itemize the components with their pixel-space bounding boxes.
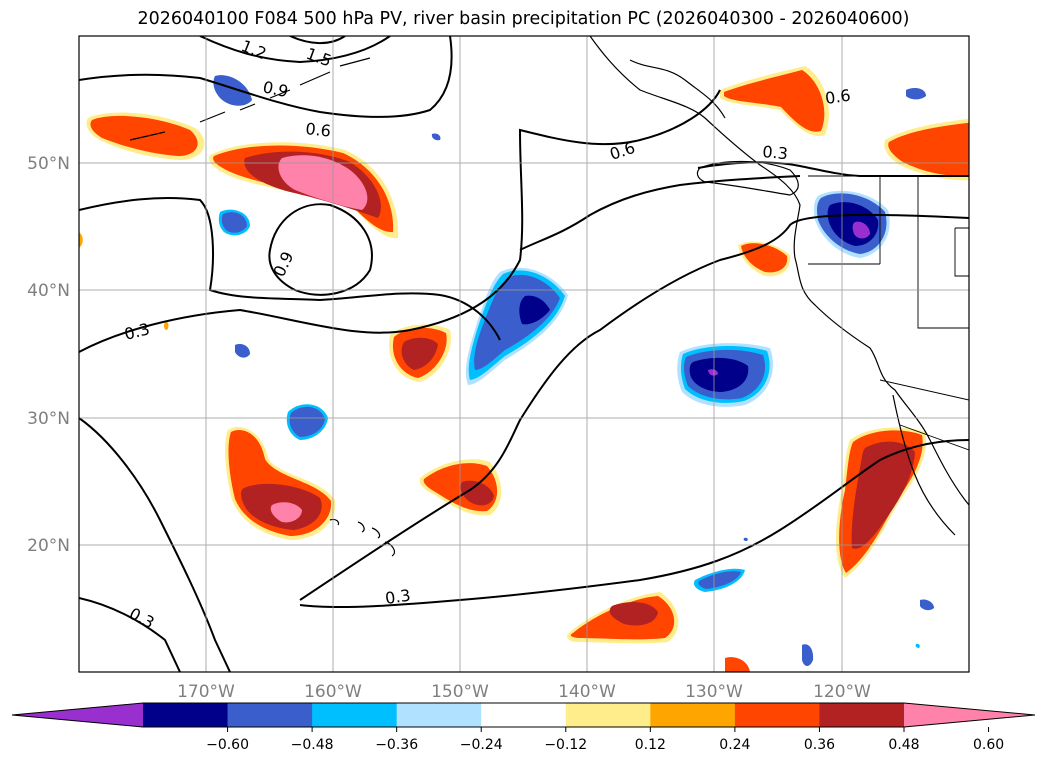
colorbar-segment — [650, 703, 736, 727]
positive-anomaly-small-spots — [79, 232, 750, 672]
pv-contour-0.3-southeast — [299, 439, 969, 609]
lon-label-160w: 160°W — [304, 682, 362, 702]
positive-anomaly-mid-pacific-small — [389, 324, 451, 382]
colorbar-segment — [227, 703, 313, 727]
negative-anomaly-central-pacific — [465, 267, 568, 385]
longitude-labels: 170°W 160°W 150°W 140°W 130°W 120°W — [177, 682, 871, 702]
colorbar-segment — [481, 703, 567, 727]
colorbar-outline — [11, 702, 1036, 728]
pv-contour-1.5 — [289, 36, 346, 45]
colorbar-extend-min — [12, 703, 143, 727]
colorbar-segment — [734, 703, 820, 727]
colorbar-segment — [143, 703, 229, 727]
colorbar-tick-label: −0.24 — [460, 737, 503, 753]
pv-contour-1.2 — [199, 36, 391, 64]
colorbar-tick-label: −0.60 — [206, 737, 249, 753]
negative-anomaly-east-pacific — [677, 343, 773, 407]
colorbar-tick-label: 0.48 — [888, 737, 919, 753]
colorbar-tick-label: −0.12 — [544, 737, 587, 753]
alaska-coast — [629, 59, 726, 119]
lat-label-40n: 40°N — [27, 281, 70, 301]
figure-title: 2026040100 F084 500 hPa PV, river basin … — [137, 9, 910, 29]
positive-anomaly-subtropical-west — [225, 427, 336, 540]
lon-label-130w: 130°W — [685, 682, 743, 702]
pv-label: 0.3 — [762, 142, 789, 163]
lat-label-30n: 30°N — [27, 409, 70, 429]
map-frame — [78, 35, 970, 673]
positive-anomaly-south-central — [567, 592, 679, 644]
pv-label: 0.6 — [824, 86, 852, 108]
colorbar-tick-label: −0.36 — [375, 737, 418, 753]
pv-contour-0.3-south — [299, 213, 969, 601]
pv-label: 0.6 — [305, 119, 332, 141]
colorbar-segment — [565, 703, 651, 727]
lat-label-20n: 20°N — [27, 536, 70, 556]
colorbar-tick-label: 0.36 — [804, 737, 835, 753]
precip-shading — [79, 66, 969, 672]
colorbar-extend-max — [904, 703, 1035, 727]
colorbar-tick-label: −0.48 — [291, 737, 334, 753]
pv-contours — [79, 36, 969, 672]
colorbar-tick-label: 0.24 — [719, 737, 750, 753]
colorbar-segment — [819, 703, 905, 727]
colorbar: −0.60 −0.48 −0.36 −0.24 −0.12 0.12 0.24 0.36 0.4… — [11, 702, 1036, 753]
negative-anomaly-north-west — [213, 75, 441, 358]
hawaiian-islands — [329, 518, 396, 557]
pv-labels: 0.9 0.6 1.2 1.5 0.6 0.6 0.3 0.9 0.3 0.3 … — [122, 36, 851, 632]
colorbar-segment — [396, 703, 482, 727]
lat-label-50n: 50°N — [27, 154, 70, 174]
pv-contour-0.9-north — [79, 36, 453, 118]
colorbar-tick-label: 0.60 — [973, 737, 1004, 753]
pv-label: 0.9 — [261, 77, 290, 101]
pv-contour-0.3-southwest — [79, 417, 231, 672]
aleutian-islands — [129, 57, 371, 141]
map-background — [79, 36, 969, 672]
positive-anomaly-gulf-of-alaska — [720, 66, 829, 136]
lon-label-150w: 150°W — [431, 682, 489, 702]
negative-anomaly-pacific-northwest — [814, 190, 890, 258]
positive-anomaly-north-central — [209, 142, 399, 239]
pv-contour-0.3-corner — [79, 597, 181, 672]
map-content: 0.9 0.6 1.2 1.5 0.6 0.6 0.3 0.9 0.3 0.3 … — [79, 36, 969, 672]
gridlines — [79, 36, 969, 672]
lon-label-120w: 120°W — [813, 682, 871, 702]
north-america-coast — [589, 36, 969, 506]
lon-label-170w: 170°W — [177, 682, 235, 702]
negative-anomaly-small-south — [286, 88, 934, 666]
pv-label: 0.3 — [384, 586, 412, 608]
colorbar-tick-label: 0.12 — [635, 737, 666, 753]
pv-contour-0.6-central — [79, 89, 721, 353]
pv-contour-0.6-west — [79, 197, 501, 341]
colorbar-segment — [312, 703, 398, 727]
latitude-labels: 50°N 40°N 30°N 20°N — [27, 154, 70, 556]
lon-label-140w: 140°W — [558, 682, 616, 702]
pv-contour-0.6-east — [519, 175, 801, 251]
baja-california — [892, 394, 956, 536]
pv-contour-0.9-closed — [268, 203, 373, 296]
